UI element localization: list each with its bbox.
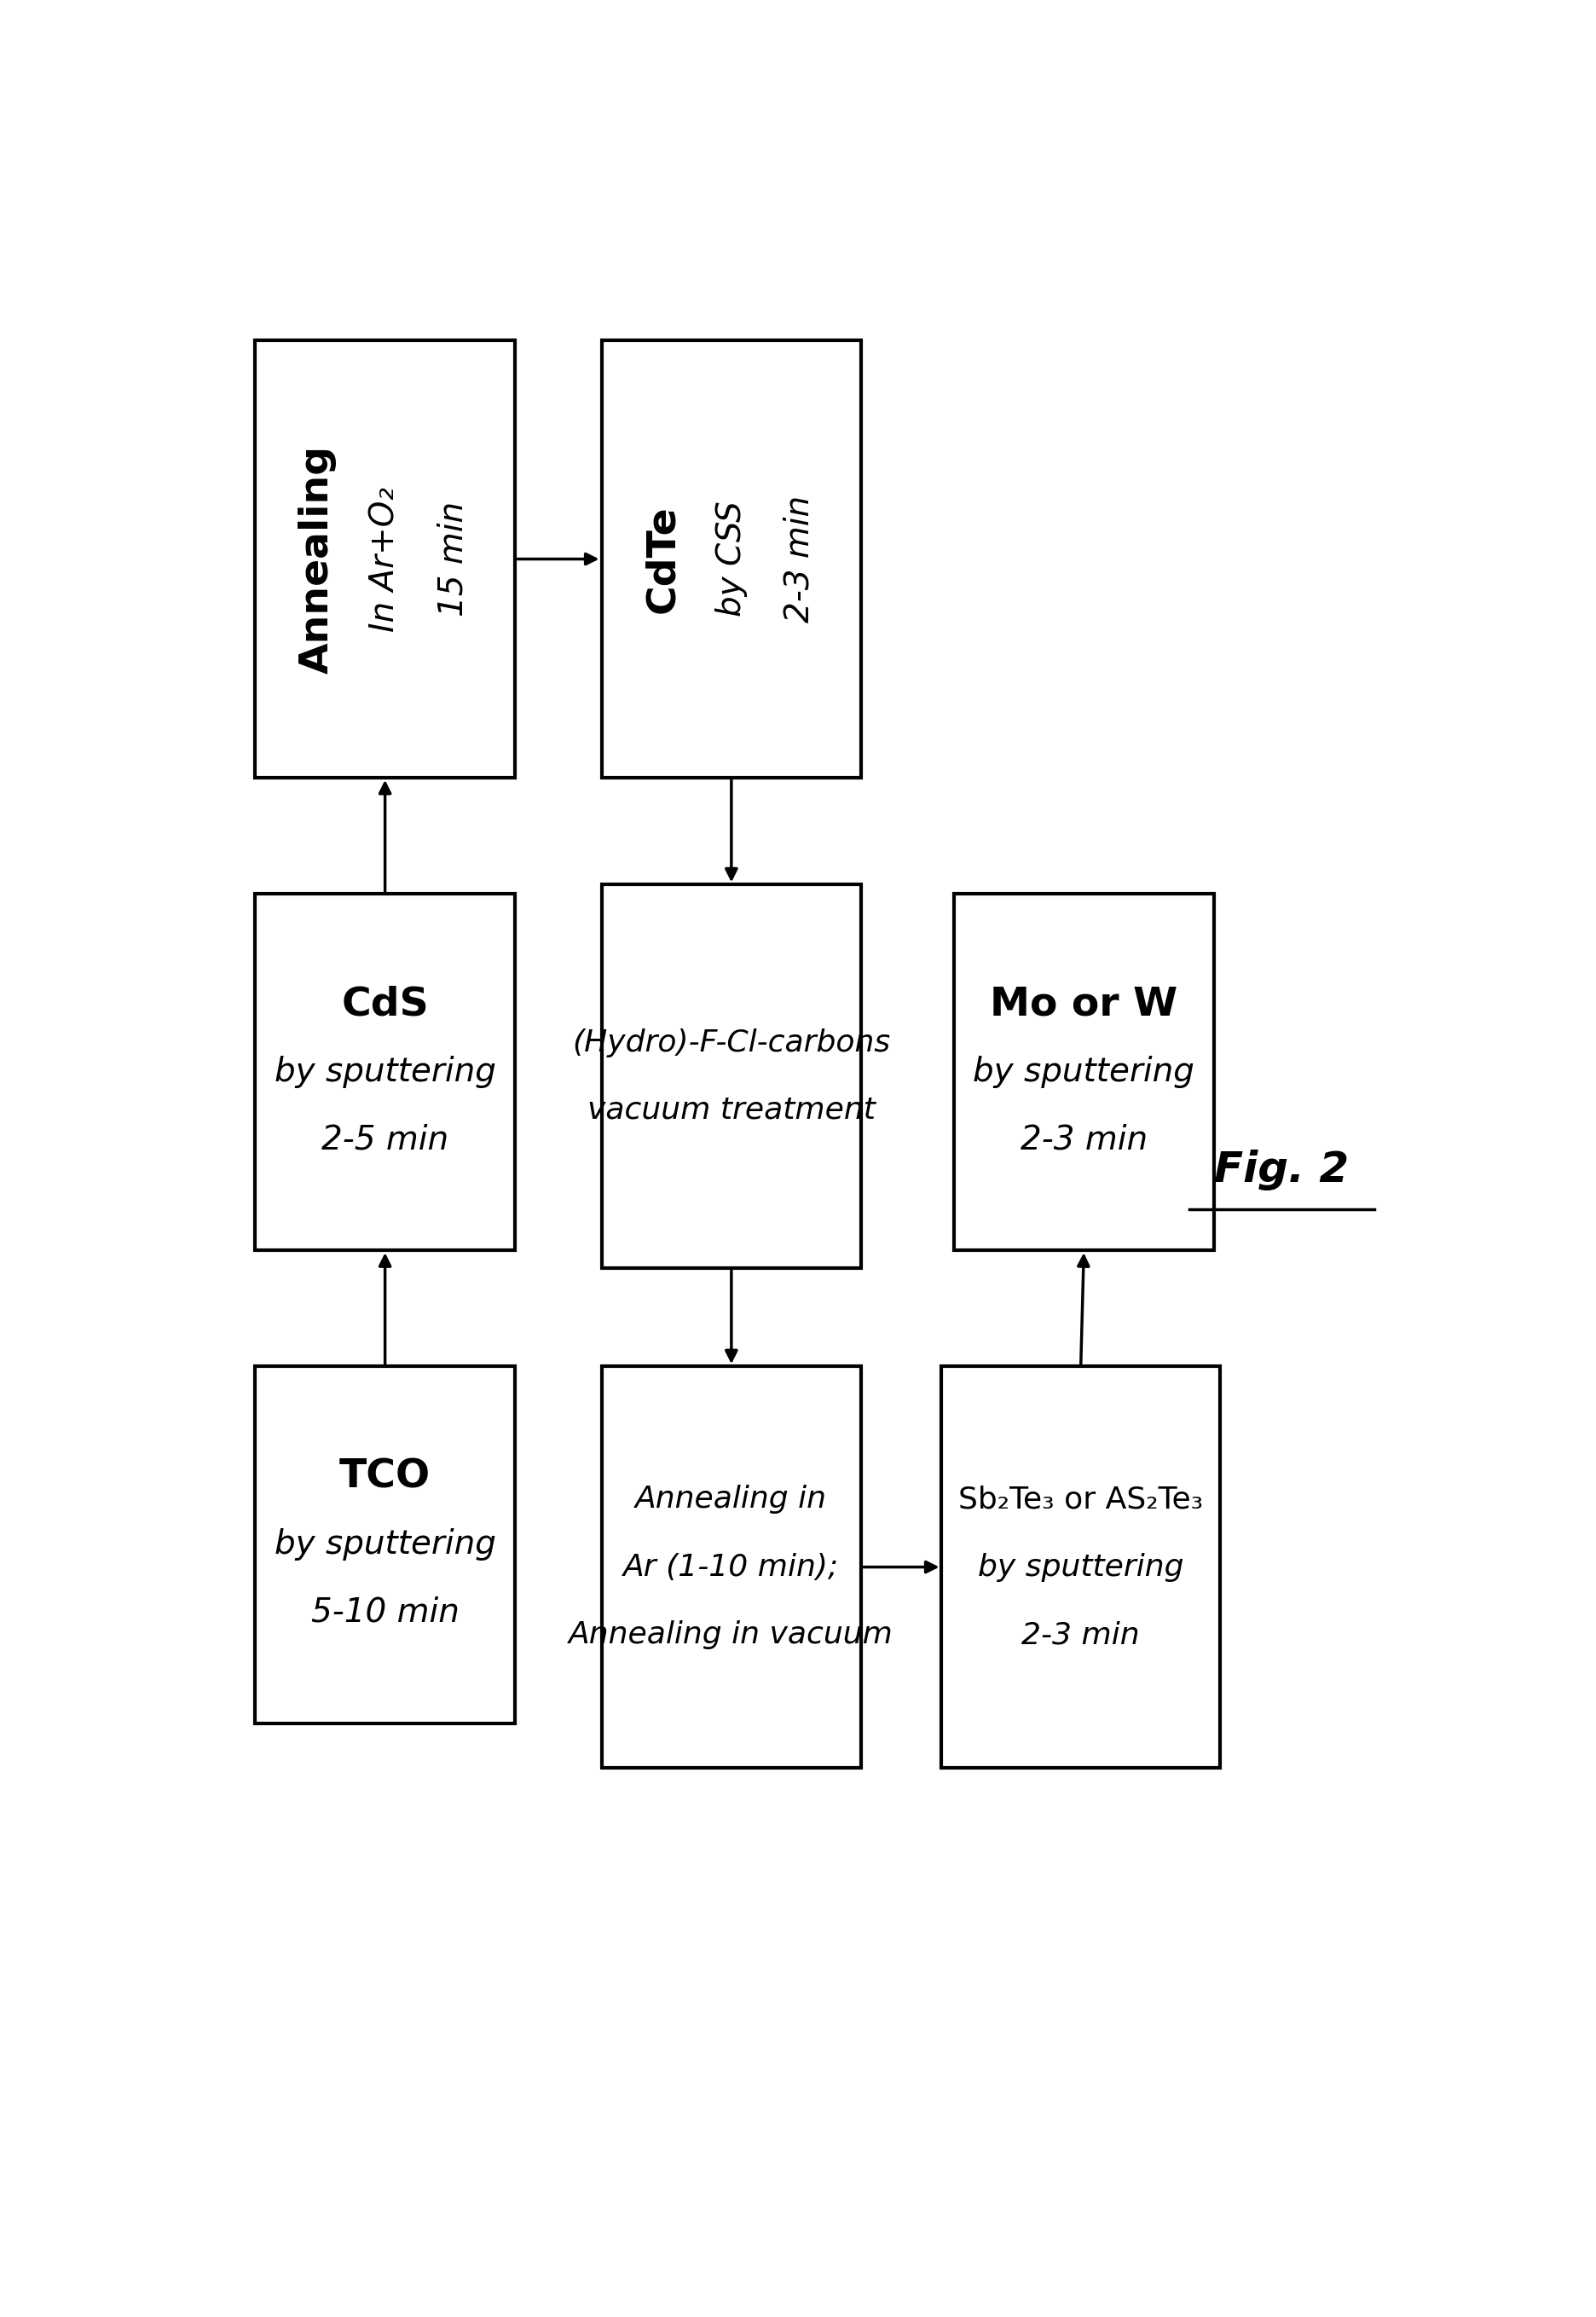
Bar [602, 1367, 862, 1768]
Text: 2-5 min: 2-5 min [321, 1124, 448, 1156]
Text: 2-3 min: 2-3 min [1021, 1620, 1140, 1650]
Text: CdTe: CdTe [645, 505, 683, 614]
Text: 2-3 min: 2-3 min [784, 496, 816, 623]
Bar [602, 885, 862, 1267]
Text: 15 min: 15 min [437, 500, 469, 616]
Text: Ar (1-10 min);: Ar (1-10 min); [624, 1552, 839, 1583]
Text: CdS: CdS [342, 985, 429, 1024]
Text: Annealing in vacuum: Annealing in vacuum [570, 1620, 894, 1650]
Text: Sb₂Te₃ or AS₂Te₃: Sb₂Te₃ or AS₂Te₃ [958, 1485, 1203, 1513]
Text: by CSS: by CSS [715, 500, 747, 616]
Text: by sputtering: by sputtering [275, 1529, 496, 1562]
Text: (Hydro)-F-Cl-carbons: (Hydro)-F-Cl-carbons [573, 1029, 891, 1057]
Text: TCO: TCO [340, 1457, 431, 1497]
Text: by sputtering: by sputtering [275, 1057, 496, 1089]
Text: 5-10 min: 5-10 min [311, 1596, 460, 1629]
Text: 2-3 min: 2-3 min [1020, 1124, 1148, 1156]
Text: vacuum treatment: vacuum treatment [587, 1096, 875, 1124]
Text: by sputtering: by sputtering [978, 1552, 1184, 1583]
Bar [255, 894, 516, 1251]
Text: In Ar+O₂: In Ar+O₂ [369, 487, 401, 633]
Bar [602, 341, 862, 779]
Bar [942, 1367, 1219, 1768]
Text: Annealing in: Annealing in [635, 1485, 827, 1513]
Bar [255, 341, 516, 779]
Text: by sputtering: by sputtering [974, 1057, 1195, 1089]
Bar [954, 894, 1213, 1251]
Bar [255, 1367, 516, 1724]
Text: Fig. 2: Fig. 2 [1215, 1149, 1349, 1191]
Text: Annealing: Annealing [298, 445, 337, 674]
Text: Mo or W: Mo or W [990, 985, 1178, 1024]
